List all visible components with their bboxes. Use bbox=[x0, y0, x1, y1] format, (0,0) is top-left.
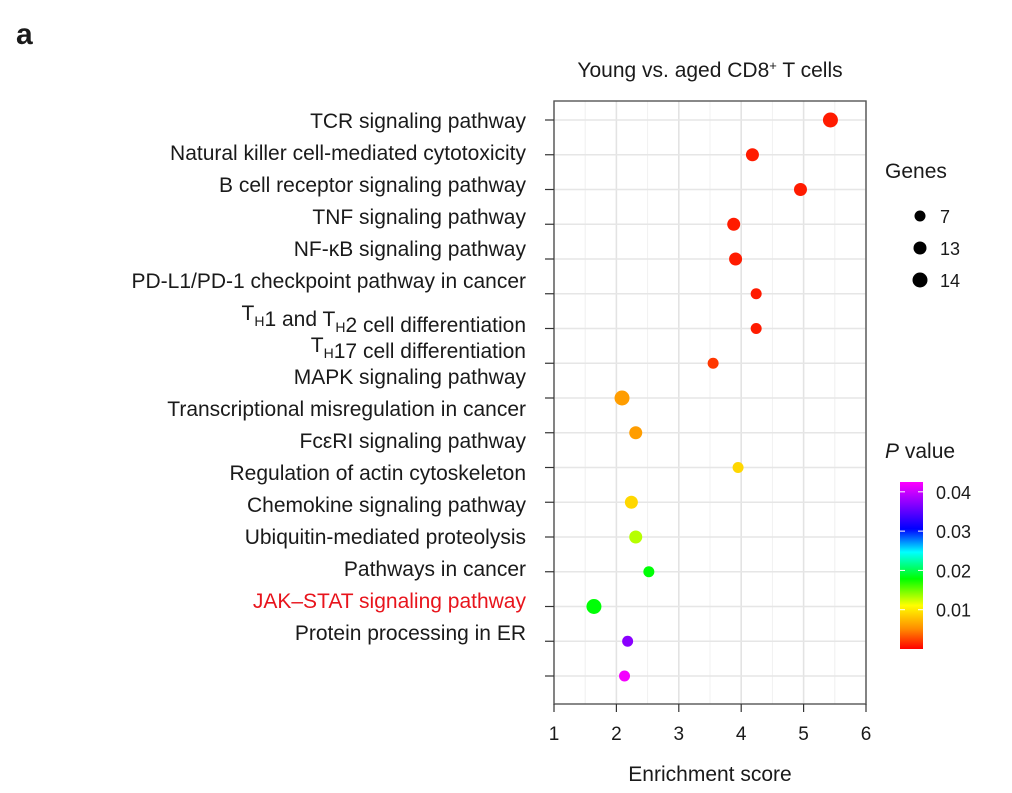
y-tick-label: Regulation of actin cytoskeleton bbox=[229, 462, 526, 485]
x-tick-label: 2 bbox=[611, 724, 622, 745]
colorbar-tick-label: 0.01 bbox=[936, 601, 971, 621]
colorbar-tick-label: 0.02 bbox=[936, 561, 971, 581]
y-tick-label: TNF signaling pathway bbox=[312, 206, 526, 229]
size-legend-label: 14 bbox=[940, 271, 960, 291]
y-tick-label: Natural killer cell-mediated cytotoxicit… bbox=[170, 142, 526, 165]
data-point bbox=[822, 112, 838, 128]
y-tick-label: TH1 and TH2 cell differentiation bbox=[242, 302, 526, 337]
data-point bbox=[732, 462, 744, 473]
panel-letter: a bbox=[16, 18, 33, 51]
data-point bbox=[707, 357, 719, 369]
x-tick-label: 4 bbox=[736, 724, 747, 745]
data-points bbox=[586, 112, 838, 682]
data-point bbox=[750, 288, 762, 300]
y-tick-label: FcεRI signaling pathway bbox=[300, 430, 527, 453]
y-tick-label: TCR signaling pathway bbox=[310, 110, 526, 133]
size-legend-dot bbox=[913, 241, 927, 255]
data-point bbox=[643, 566, 655, 578]
x-tick-label: 1 bbox=[549, 724, 560, 745]
y-tick-label: PD-L1/PD-1 checkpoint pathway in cancer bbox=[131, 270, 526, 293]
data-point bbox=[729, 252, 743, 266]
x-axis: 1 2 3 4 5 6 bbox=[549, 704, 872, 745]
chart-title: Young vs. aged CD8+ T cells bbox=[577, 58, 842, 83]
y-tick-label: NF-κB signaling pathway bbox=[294, 238, 527, 261]
colorbar-tick-label: 0.04 bbox=[936, 483, 971, 503]
y-tick-label: TH17 cell differentiation bbox=[311, 334, 526, 363]
x-tick-label: 5 bbox=[798, 724, 809, 745]
y-tick-label: Chemokine signaling pathway bbox=[247, 494, 526, 517]
y-tick-label: MAPK signaling pathway bbox=[294, 366, 527, 389]
data-point bbox=[750, 323, 762, 334]
data-point bbox=[629, 530, 643, 544]
y-tick-label: Transcriptional misregulation in cancer bbox=[167, 398, 526, 421]
y-tick-label: Protein processing in ER bbox=[295, 622, 526, 645]
data-point bbox=[619, 670, 631, 682]
color-legend-title: P value bbox=[885, 440, 955, 463]
colorbar-tick-label: 0.03 bbox=[936, 522, 971, 542]
y-tick-label: Ubiquitin-mediated proteolysis bbox=[245, 526, 526, 549]
data-point bbox=[624, 495, 638, 509]
size-legend-dot bbox=[912, 272, 928, 288]
y-tick-label: B cell receptor signaling pathway bbox=[219, 174, 527, 197]
x-axis-label: Enrichment score bbox=[628, 763, 791, 786]
data-point bbox=[629, 426, 643, 440]
size-legend: Genes 7 13 14 bbox=[885, 160, 960, 291]
size-legend-label: 13 bbox=[940, 239, 960, 259]
y-tick-label: JAK–STAT signaling pathway bbox=[253, 590, 527, 613]
plot-frame bbox=[553, 100, 867, 705]
color-legend: P value 0.04 0.03 0.02 0.01 bbox=[885, 440, 971, 649]
y-tick-label: Pathways in cancer bbox=[344, 558, 526, 581]
grid bbox=[553, 101, 867, 704]
size-legend-dot bbox=[914, 210, 926, 222]
data-point bbox=[614, 390, 630, 406]
size-legend-title: Genes bbox=[885, 160, 947, 183]
data-point bbox=[622, 635, 634, 647]
colorbar bbox=[900, 482, 923, 649]
x-tick-label: 3 bbox=[674, 724, 685, 745]
data-point bbox=[793, 183, 807, 196]
x-tick-label: 6 bbox=[861, 724, 872, 745]
data-point bbox=[586, 599, 602, 614]
data-point bbox=[745, 148, 759, 162]
data-point bbox=[727, 217, 741, 231]
y-axis: TCR signaling pathway Natural killer cell… bbox=[131, 110, 554, 677]
size-legend-label: 7 bbox=[940, 207, 950, 227]
